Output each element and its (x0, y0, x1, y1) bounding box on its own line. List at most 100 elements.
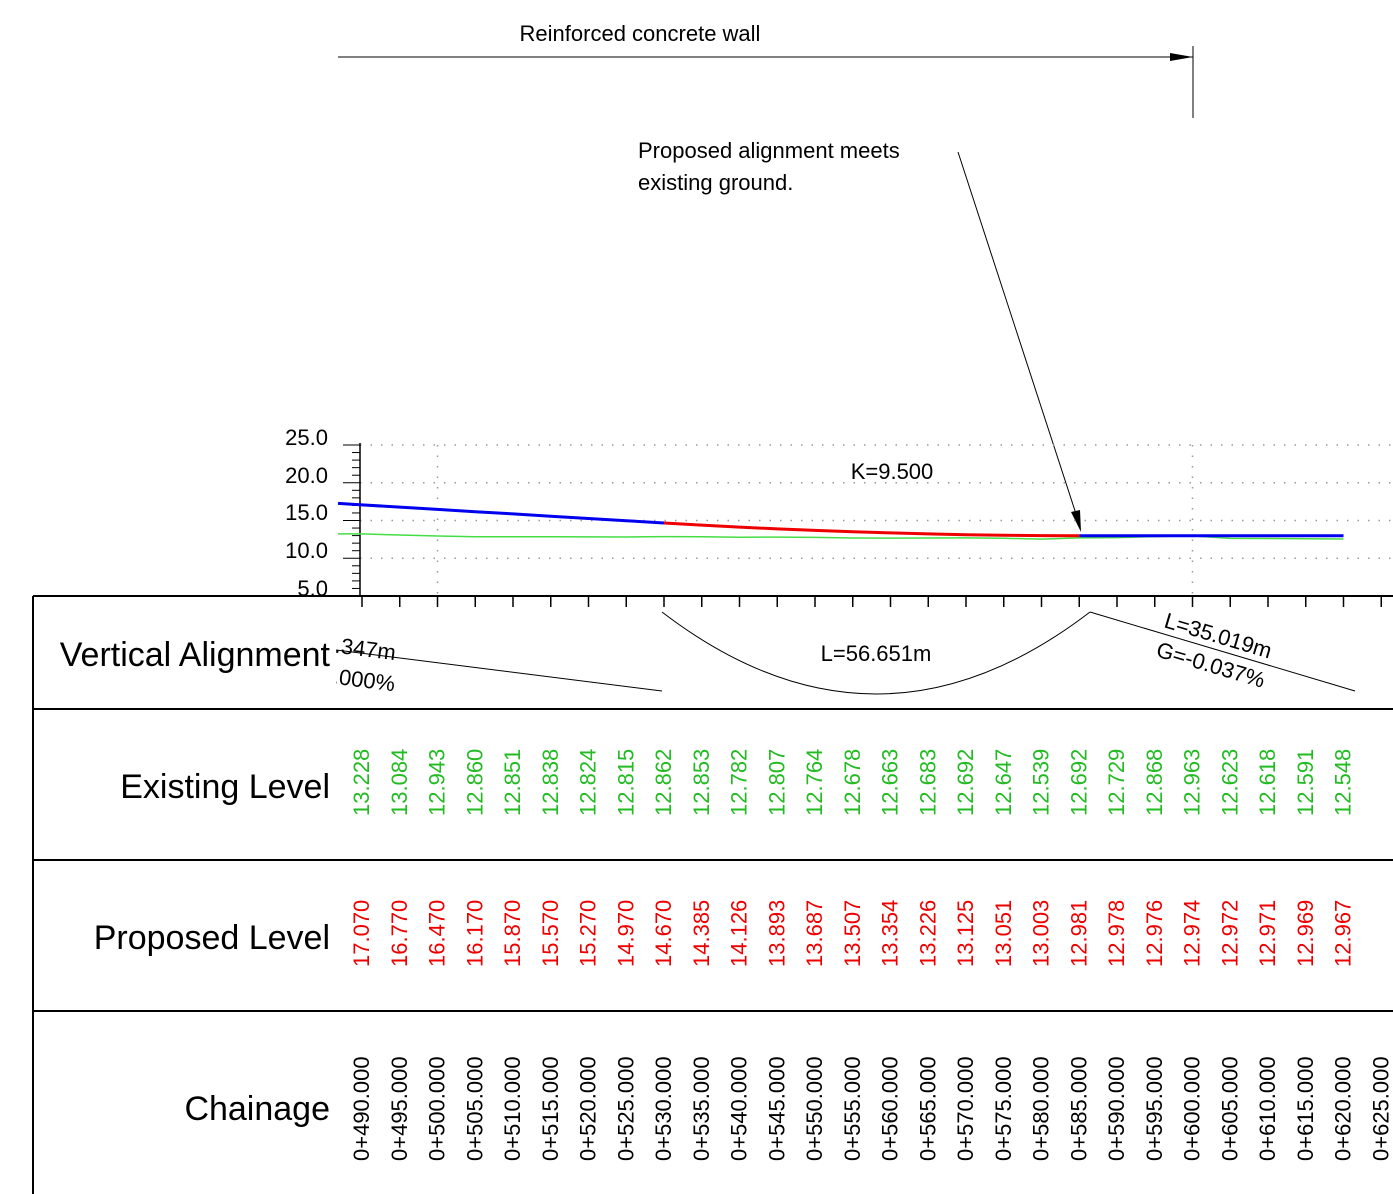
proposed-level-value: 13.354 (878, 900, 903, 967)
profile-plot: 25.0 20.0 15.0 10.0 5.0 K=9.500 (285, 425, 1393, 601)
proposed-level-value: 13.687 (802, 900, 827, 967)
chainage-value: 0+510.000 (500, 1056, 525, 1161)
proposed-level-value: 13.507 (840, 900, 865, 967)
chainage-value: 0+560.000 (878, 1056, 903, 1161)
proposed-curve-line (663, 521, 1080, 538)
existing-level-value: 12.815 (613, 749, 638, 816)
chainage-value: 0+555.000 (840, 1056, 865, 1161)
y-tick-label: 10.0 (285, 538, 328, 563)
existing-level-value: 12.868 (1142, 749, 1167, 816)
chainage-value: 0+590.000 (1104, 1056, 1129, 1161)
chainage-value: 0+515.000 (538, 1056, 563, 1161)
existing-level-row: 13.228 13.084 12.943 12.860 12.851 12.838 12.8… (349, 749, 1356, 816)
existing-level-value: 12.824 (576, 749, 601, 816)
meet-note: Proposed alignment meets existing ground… (638, 138, 1081, 532)
va-left-grade-line (336, 649, 663, 692)
proposed-level-value: 12.971 (1255, 900, 1280, 967)
proposed-level-value: 15.270 (576, 900, 601, 967)
proposed-level-value: 13.893 (764, 900, 789, 967)
va-vertical-curve (661, 611, 1091, 695)
chainage-value: 0+580.000 (1029, 1056, 1054, 1161)
existing-level-value: 12.647 (991, 749, 1016, 816)
existing-level-value: 12.663 (878, 749, 903, 816)
proposed-level-value: 12.972 (1217, 900, 1242, 967)
proposed-level-value: 15.570 (538, 900, 563, 967)
proposed-tangent-line (337, 501, 665, 525)
existing-level-value: 12.623 (1217, 749, 1242, 816)
existing-level-value: 12.963 (1180, 749, 1205, 816)
chainage-value: 0+540.000 (727, 1056, 752, 1161)
chainage-value: 0+570.000 (953, 1056, 978, 1161)
proposed-level-value: 13.003 (1029, 900, 1054, 967)
va-curve-length: L=56.651m (821, 641, 932, 666)
leader-line (957, 151, 1079, 521)
y-tick-label: 5.0 (297, 576, 328, 601)
va-left-grade: 5.000% (319, 662, 396, 696)
y-tick-label: 15.0 (285, 500, 328, 525)
proposed-level-value: 16.170 (462, 900, 487, 967)
proposed-level-value: 14.670 (651, 900, 676, 967)
chainage-value: 0+620.000 (1331, 1056, 1356, 1161)
existing-level-value: 12.548 (1331, 749, 1356, 816)
existing-level-value: 12.782 (727, 749, 752, 816)
existing-level-value: 12.618 (1255, 749, 1280, 816)
y-axis-labels: 25.0 20.0 15.0 10.0 5.0 (285, 425, 328, 601)
band-label-vertical-alignment: Vertical Alignment (60, 636, 331, 674)
existing-level-value: 12.860 (462, 749, 487, 816)
proposed-level-value: 14.385 (689, 900, 714, 967)
proposed-level-value: 14.126 (727, 900, 752, 967)
existing-level-value: 13.084 (387, 749, 412, 816)
chainage-value: 0+615.000 (1293, 1056, 1318, 1161)
band-label-existing-level: Existing Level (120, 768, 330, 806)
wall-label: Reinforced concrete wall (520, 21, 761, 46)
va-left-length: 2.347m (321, 631, 397, 665)
chainage-value: 0+550.000 (802, 1056, 827, 1161)
existing-level-value: 12.851 (500, 749, 525, 816)
chainage-value: 0+520.000 (576, 1056, 601, 1161)
chainage-value: 0+525.000 (613, 1056, 638, 1161)
chainage-ticks (361, 596, 1382, 607)
existing-level-value: 12.683 (915, 749, 940, 816)
existing-level-value: 12.692 (1066, 749, 1091, 816)
existing-level-value: 12.853 (689, 749, 714, 816)
existing-level-value: 12.943 (425, 749, 450, 816)
existing-level-value: 12.862 (651, 749, 676, 816)
existing-level-value: 12.692 (953, 749, 978, 816)
existing-level-value: 12.678 (840, 749, 865, 816)
proposed-level-row: 17.070 16.770 16.470 16.170 15.870 15.570 15.2… (349, 900, 1356, 967)
proposed-level-value: 14.970 (613, 900, 638, 967)
proposed-level-value: 15.870 (500, 900, 525, 967)
chainage-value: 0+545.000 (764, 1056, 789, 1161)
chainage-value: 0+505.000 (462, 1056, 487, 1161)
existing-level-value: 13.228 (349, 749, 374, 816)
chainage-value: 0+490.000 (349, 1056, 374, 1161)
existing-level-value: 12.764 (802, 749, 827, 816)
proposed-level-value: 12.978 (1104, 900, 1129, 967)
meet-note-line2: existing ground. (638, 170, 793, 195)
proposed-level-value: 12.969 (1293, 900, 1318, 967)
chainage-value: 0+565.000 (915, 1056, 940, 1161)
proposed-level-value: 12.974 (1180, 900, 1205, 967)
chainage-value: 0+600.000 (1180, 1056, 1205, 1161)
chainage-value: 0+495.000 (387, 1056, 412, 1161)
existing-level-value: 12.539 (1029, 749, 1054, 816)
existing-level-value: 12.807 (764, 749, 789, 816)
existing-level-value: 12.838 (538, 749, 563, 816)
proposed-level-value: 17.070 (349, 900, 374, 967)
chainage-value: 0+610.000 (1255, 1056, 1280, 1161)
proposed-level-value: 13.051 (991, 900, 1016, 967)
chainage-value: 0+530.000 (651, 1056, 676, 1161)
chainage-row: 0+490.000 0+495.000 0+500.000 0+505.000 0+51… (349, 1056, 1393, 1161)
wall-dimension: Reinforced concrete wall (338, 21, 1194, 118)
y-tick-label: 25.0 (285, 425, 328, 450)
chainage-value: 0+625.000 (1368, 1056, 1393, 1161)
chainage-value: 0+575.000 (991, 1056, 1016, 1161)
k-value-label: K=9.500 (851, 459, 934, 484)
proposed-level-value: 12.976 (1142, 900, 1167, 967)
chainage-value: 0+595.000 (1142, 1056, 1167, 1161)
profile-series (337, 501, 1344, 540)
proposed-level-value: 13.125 (953, 900, 978, 967)
proposed-level-value: 16.470 (425, 900, 450, 967)
proposed-level-value: 12.981 (1066, 900, 1091, 967)
